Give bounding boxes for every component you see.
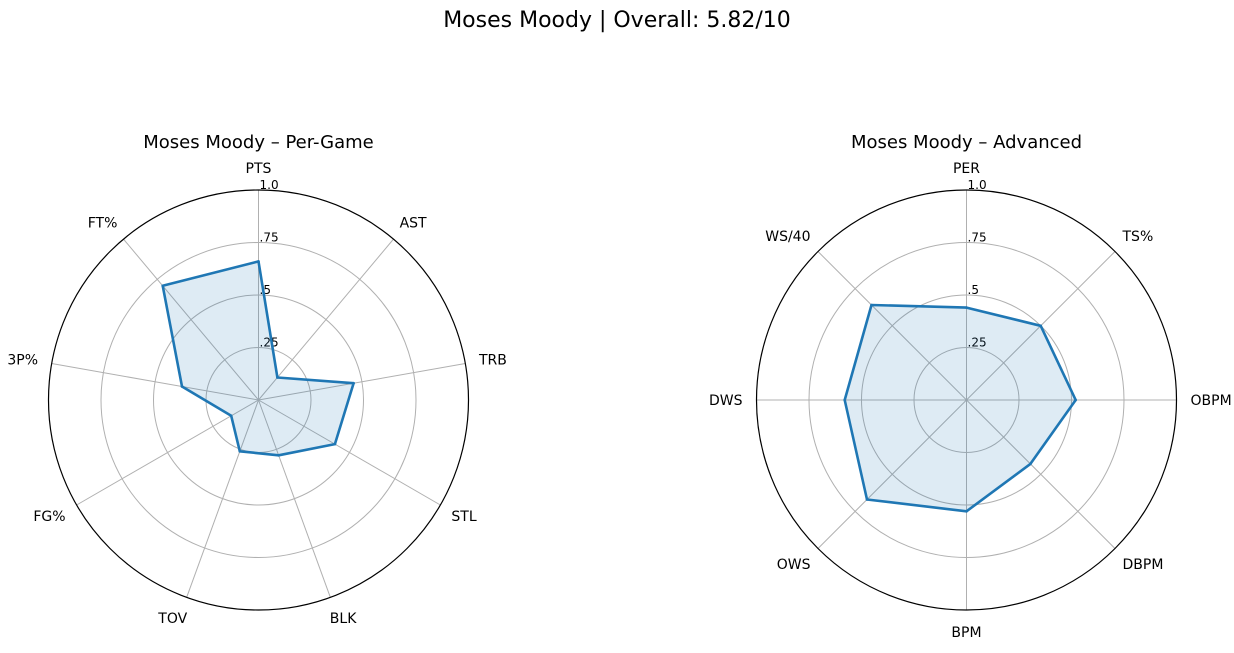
- axis-label-blk: BLK: [330, 611, 357, 627]
- data-point-fg-pct: [229, 414, 233, 418]
- axis-label-bpm: BPM: [951, 625, 981, 641]
- panel-title: Moses Moody – Per-Game: [143, 132, 373, 153]
- data-point-pts: [257, 260, 260, 263]
- series-fill-area: [162, 261, 354, 456]
- data-point-ast: [276, 376, 279, 379]
- axis-label-ast: AST: [400, 215, 427, 231]
- axis-spoke: [817, 251, 967, 401]
- series-line: [161, 260, 355, 457]
- axis-label-fg-pct: FG%: [33, 509, 65, 525]
- axis-label-ws-per-40: WS/40: [765, 229, 810, 245]
- data-point-ws-per-40: [870, 303, 873, 307]
- axis-spoke: [258, 399, 441, 506]
- axis-label-per: PER: [953, 161, 980, 177]
- data-point-3p-pct: [180, 385, 184, 388]
- data-point-obpm: [1074, 398, 1077, 402]
- data-point-dws: [843, 398, 846, 402]
- data-point-stl: [333, 442, 337, 446]
- axis-label-trb: TRB: [478, 353, 507, 369]
- axis-spoke: [966, 399, 1116, 549]
- data-point-trb: [352, 381, 355, 385]
- series-fill-area: [844, 305, 1076, 512]
- panel-title: Moses Moody – Advanced: [851, 132, 1082, 153]
- tick-label: 1.0: [968, 178, 987, 192]
- axis-label-pts: PTS: [246, 161, 272, 177]
- axis-spoke: [258, 363, 466, 401]
- axis-label-ows: OWS: [777, 557, 811, 573]
- axis-spoke: [817, 399, 967, 549]
- data-point-tov: [238, 450, 242, 453]
- polar-frame: [47, 189, 470, 611]
- data-point-ows: [865, 498, 869, 501]
- data-point-bpm: [965, 510, 968, 513]
- tick-label: 1.0: [260, 178, 279, 192]
- axis-label-tov: TOV: [157, 611, 187, 627]
- axis-label-ts-pct: TS%: [1122, 229, 1154, 245]
- tick-label: .5: [260, 283, 271, 297]
- tick-label: .25: [260, 336, 279, 350]
- axis-label-ft-pct: FT%: [88, 215, 118, 231]
- polar-frame: [755, 189, 1178, 611]
- axis-spoke: [258, 238, 394, 401]
- axis-label-dws: DWS: [709, 393, 743, 409]
- axis-label-dbpm: DBPM: [1123, 557, 1164, 573]
- axis-spoke: [76, 399, 259, 506]
- figure-title: Moses Moody | Overall: 5.82/10: [443, 8, 791, 33]
- data-point-dbpm: [1029, 462, 1032, 466]
- axis-label-3p-pct: 3P%: [7, 353, 38, 369]
- tick-label: .25: [968, 336, 987, 350]
- data-point-ft-pct: [161, 284, 164, 288]
- data-point-ts-pct: [1039, 324, 1042, 328]
- tick-label: .75: [968, 231, 987, 245]
- data-point-blk: [277, 454, 280, 457]
- axis-label-obpm: OBPM: [1191, 393, 1232, 409]
- axis-label-stl: STL: [451, 509, 476, 525]
- axis-spoke: [186, 399, 259, 598]
- tick-label: .75: [260, 231, 279, 245]
- axis-spoke: [123, 238, 259, 401]
- axis-spoke: [51, 363, 259, 401]
- data-point-per: [965, 306, 968, 309]
- axis-spoke: [258, 399, 331, 598]
- tick-label: .5: [968, 283, 979, 297]
